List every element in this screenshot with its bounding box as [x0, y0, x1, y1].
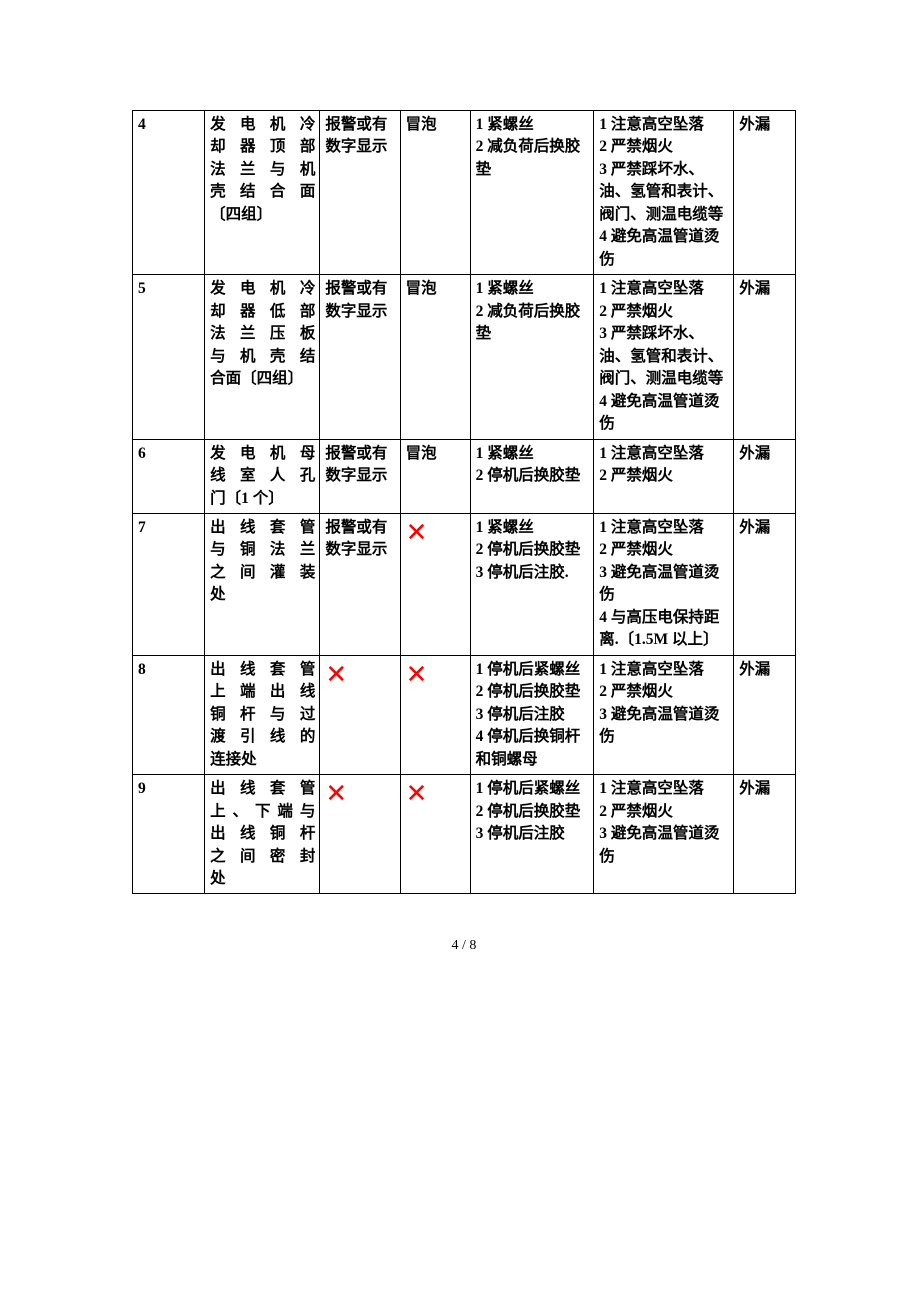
- symptom-cell: ✕: [400, 513, 470, 655]
- location-cell: 出线套管与铜法兰之间灌装处: [205, 513, 320, 655]
- action-cell: 1 紧螺丝 2 停机后换胶垫 3 停机后注胶.: [470, 513, 594, 655]
- action-cell: 1 停机后紧螺丝 2 停机后换胶垫 3 停机后注胶 4 停机后换铜杆和铜螺母: [470, 655, 594, 774]
- location-cell: 出线套管上端出线铜杆与过渡引线的连接处: [205, 655, 320, 774]
- main-table: 4发电机冷却器顶部法兰与机壳结合面〔四组〕报警或有数字显示冒泡1 紧螺丝 2 减…: [132, 110, 796, 894]
- symptom-cell: 冒泡: [400, 111, 470, 275]
- table-row: 8出线套管上端出线铜杆与过渡引线的连接处✕✕1 停机后紧螺丝 2 停机后换胶垫 …: [133, 655, 796, 774]
- action-cell: 1 紧螺丝 2 减负荷后换胶垫: [470, 275, 594, 439]
- row-id: 4: [133, 111, 205, 275]
- alarm-cell: ✕: [320, 655, 400, 774]
- x-mark-icon: ✕: [406, 517, 428, 545]
- table-row: 4发电机冷却器顶部法兰与机壳结合面〔四组〕报警或有数字显示冒泡1 紧螺丝 2 减…: [133, 111, 796, 275]
- type-cell: 外漏: [734, 655, 796, 774]
- alarm-cell: 报警或有数字显示: [320, 439, 400, 513]
- symptom-cell: 冒泡: [400, 275, 470, 439]
- type-cell: 外漏: [734, 439, 796, 513]
- location-cell: 发电机冷却器低部法兰压板与机壳结合面〔四组〕: [205, 275, 320, 439]
- alarm-cell: 报警或有数字显示: [320, 275, 400, 439]
- location-cell: 出线套管上、下端与出线铜杆之间密封处: [205, 775, 320, 894]
- row-id: 9: [133, 775, 205, 894]
- caution-cell: 1 注意高空坠落 2 严禁烟火 3 避免高温管道烫伤: [594, 775, 734, 894]
- type-cell: 外漏: [734, 513, 796, 655]
- symptom-cell: 冒泡: [400, 439, 470, 513]
- caution-cell: 1 注意高空坠落 2 严禁烟火: [594, 439, 734, 513]
- action-cell: 1 紧螺丝 2 减负荷后换胶垫: [470, 111, 594, 275]
- caution-cell: 1 注意高空坠落 2 严禁烟火 3 严禁踩坏水、油、氢管和表计、阀门、测温电缆等…: [594, 111, 734, 275]
- caution-cell: 1 注意高空坠落 2 严禁烟火 3 严禁踩坏水、油、氢管和表计、阀门、测温电缆等…: [594, 275, 734, 439]
- symptom-cell: ✕: [400, 655, 470, 774]
- alarm-cell: 报警或有数字显示: [320, 111, 400, 275]
- x-mark-icon: ✕: [325, 659, 347, 687]
- action-cell: 1 紧螺丝 2 停机后换胶垫: [470, 439, 594, 513]
- table-row: 9出线套管上、下端与出线铜杆之间密封处✕✕1 停机后紧螺丝 2 停机后换胶垫 3…: [133, 775, 796, 894]
- row-id: 6: [133, 439, 205, 513]
- row-id: 8: [133, 655, 205, 774]
- action-cell: 1 停机后紧螺丝 2 停机后换胶垫 3 停机后注胶: [470, 775, 594, 894]
- x-mark-icon: ✕: [325, 778, 347, 806]
- location-cell: 发电机冷却器顶部法兰与机壳结合面〔四组〕: [205, 111, 320, 275]
- alarm-cell: ✕: [320, 775, 400, 894]
- x-mark-icon: ✕: [406, 778, 428, 806]
- type-cell: 外漏: [734, 775, 796, 894]
- type-cell: 外漏: [734, 111, 796, 275]
- row-id: 7: [133, 513, 205, 655]
- table-row: 6发电机母线室人孔门〔1 个〕报警或有数字显示冒泡1 紧螺丝 2 停机后换胶垫1…: [133, 439, 796, 513]
- table-row: 7出线套管与铜法兰之间灌装处报警或有数字显示✕ 1 紧螺丝 2 停机后换胶垫 3 …: [133, 513, 796, 655]
- row-id: 5: [133, 275, 205, 439]
- page-number: 4 / 8: [132, 938, 796, 954]
- location-cell: 发电机母线室人孔门〔1 个〕: [205, 439, 320, 513]
- x-mark-icon: ✕: [406, 659, 428, 687]
- caution-cell: 1 注意高空坠落 2 严禁烟火 3 避免高温管道烫伤 4 与高压电保持距离.〔1…: [594, 513, 734, 655]
- alarm-cell: 报警或有数字显示: [320, 513, 400, 655]
- table-row: 5发电机冷却器低部法兰压板与机壳结合面〔四组〕报警或有数字显示冒泡1 紧螺丝 2…: [133, 275, 796, 439]
- caution-cell: 1 注意高空坠落 2 严禁烟火 3 避免高温管道烫伤: [594, 655, 734, 774]
- type-cell: 外漏: [734, 275, 796, 439]
- symptom-cell: ✕: [400, 775, 470, 894]
